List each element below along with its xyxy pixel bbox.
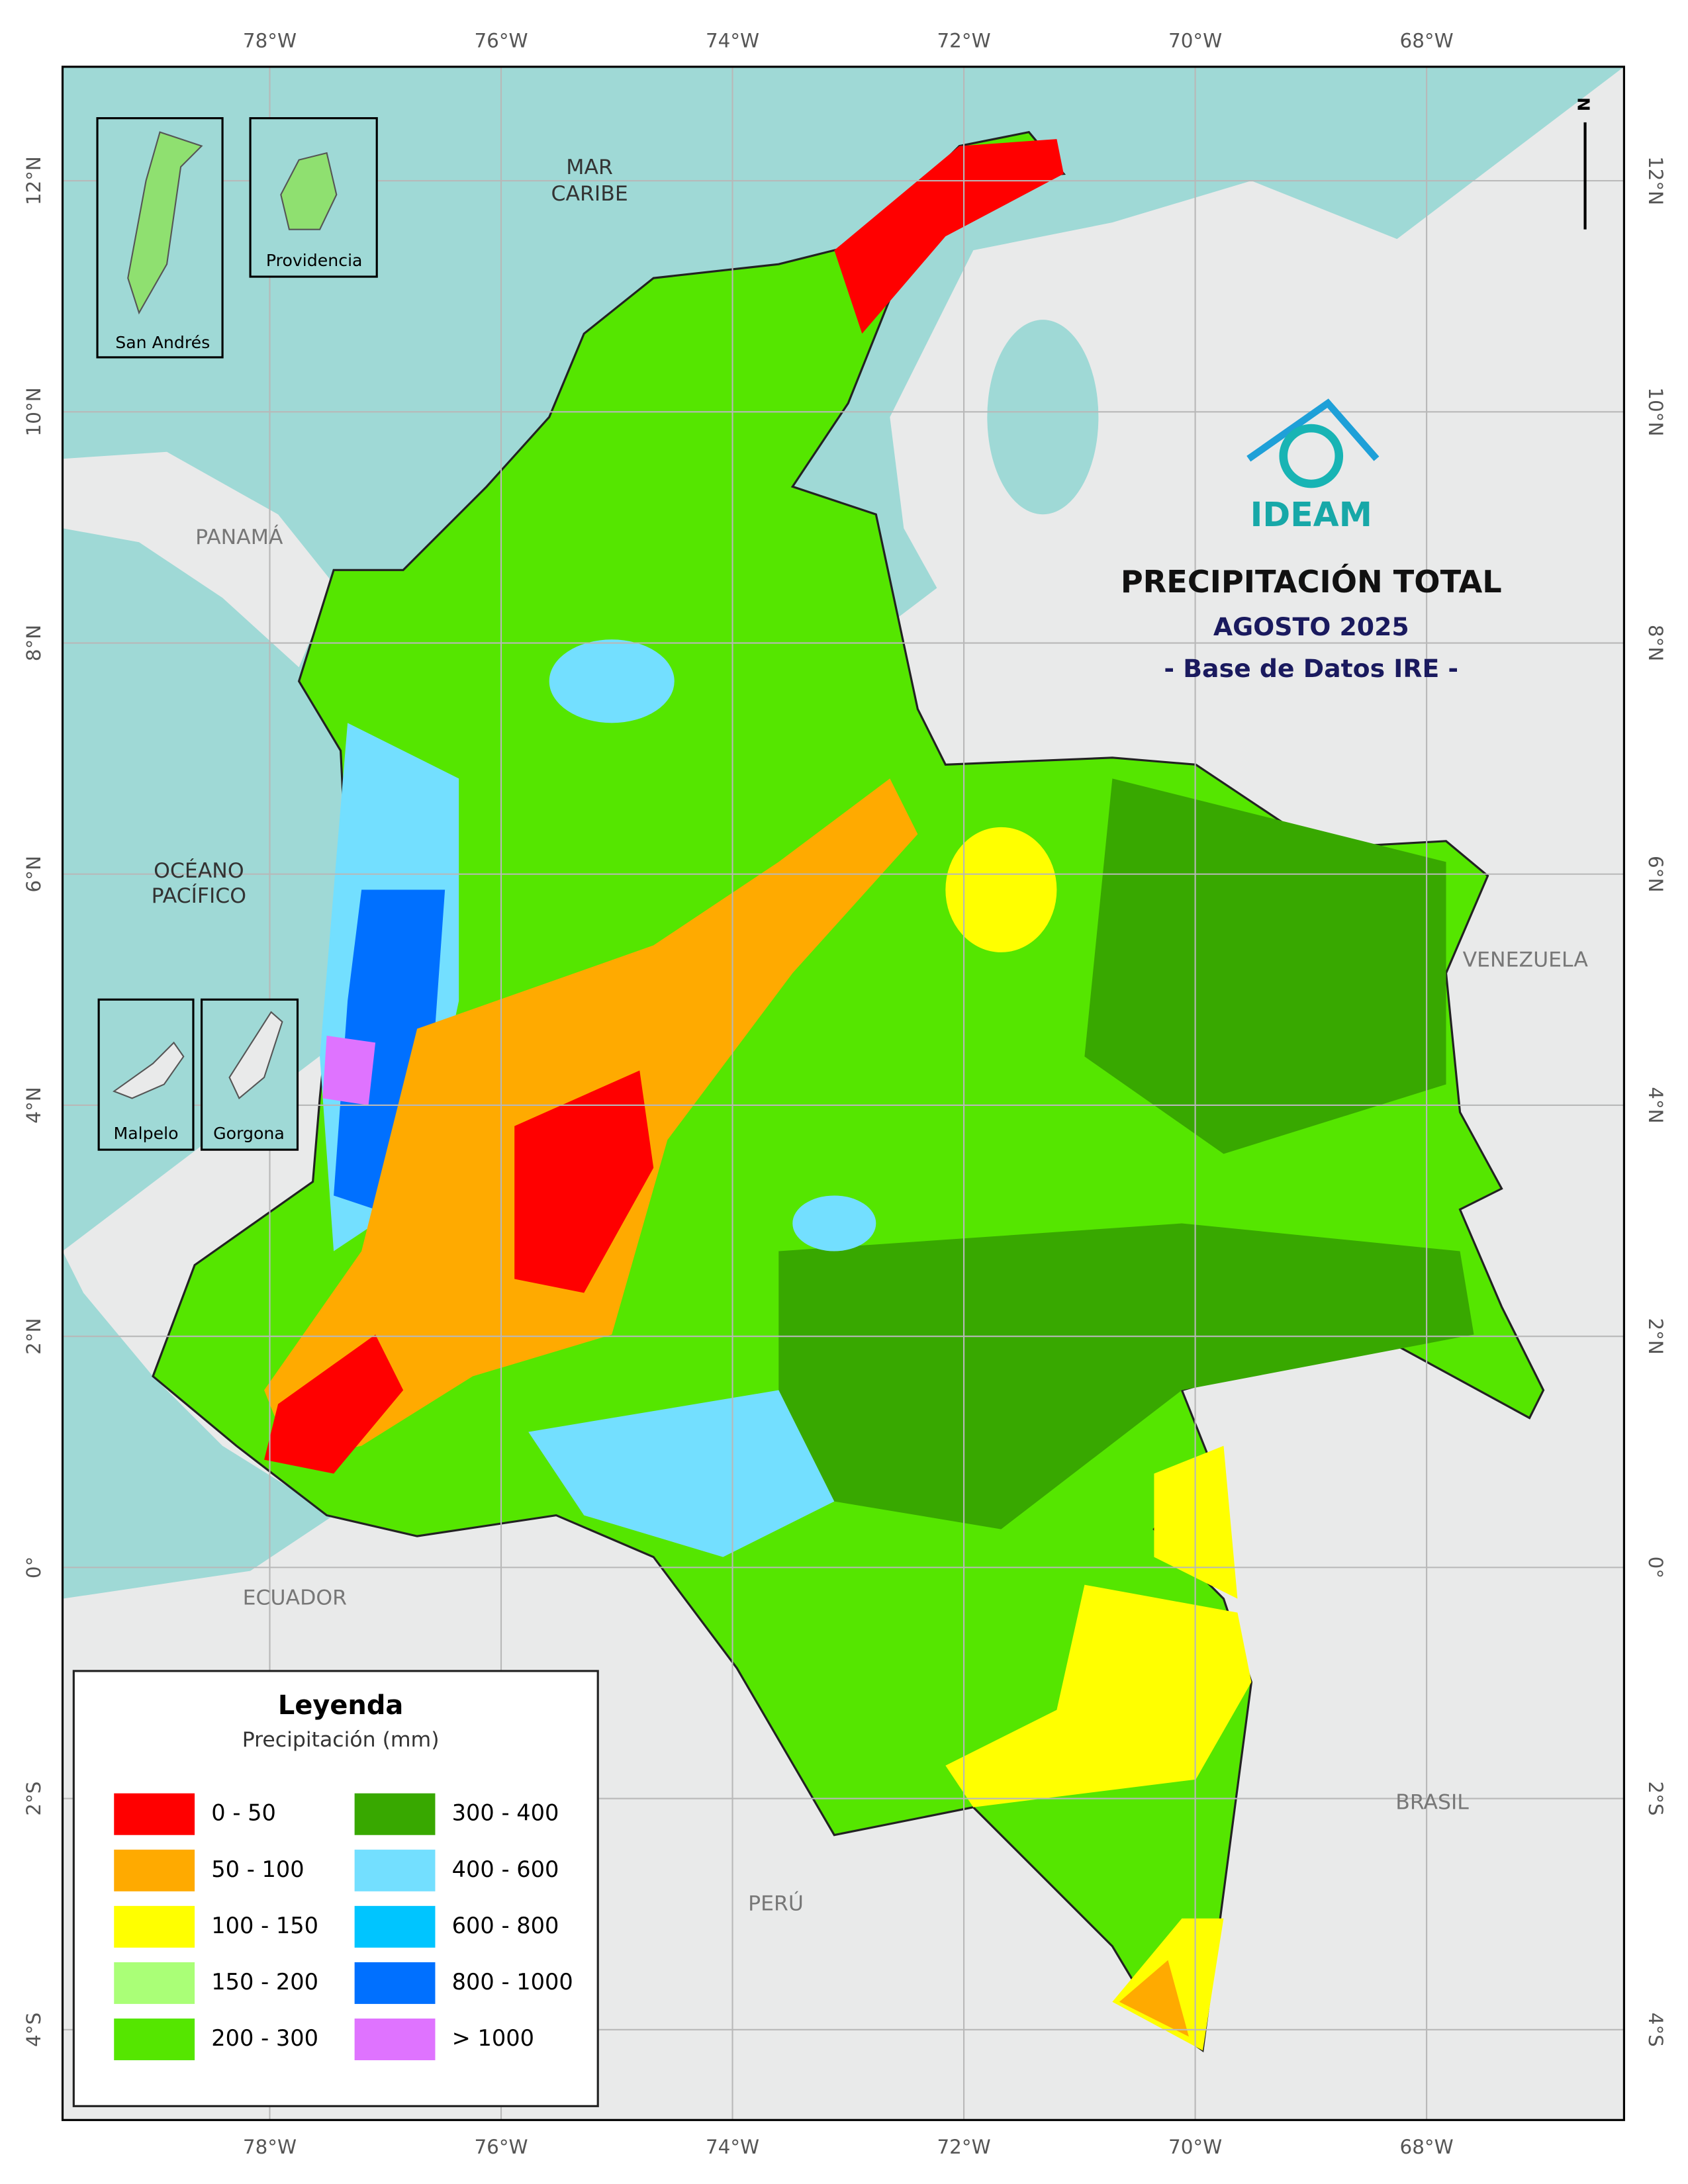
lon-label: 70°W [1168,2136,1222,2158]
legend-swatch [114,1849,195,1891]
title-block: IDEAM PRECIPITACIÓN TOTAL AGOSTO 2025 - … [1121,97,1594,683]
zone-400-600 [528,1390,835,1557]
panama-land [62,451,334,668]
lat-label: 4°S [1644,2013,1667,2047]
lat-label: 8°N [23,625,45,661]
legend-subtitle: Precipitación (mm) [242,1728,440,1752]
lat-label: 12°N [1644,156,1667,205]
logo-text: IDEAM [1250,495,1372,534]
island [228,1011,283,1100]
place-label: ECUADOR [243,1586,347,1610]
legend-label: 0 - 50 [211,1800,276,1826]
lat-label: 2°S [1644,1782,1667,1816]
lat-label: 10°N [23,387,45,436]
legend-label: 50 - 100 [211,1856,304,1882]
place-label: MAR [566,156,613,179]
legend-swatch [354,1905,436,1948]
place-label: PERÚ [748,1890,804,1916]
insets: San Andrés Providencia Malpelo Gorgona [96,117,378,1151]
legend-label: 600 - 800 [452,1913,559,1938]
lat-label: 2°N [23,1318,45,1354]
zone-400-600 [549,639,675,723]
subtitle: AGOSTO 2025 [1213,612,1409,641]
legend-swatch [354,1962,436,2004]
place-label: PACÍFICO [152,883,246,908]
zone-300-400 [1084,778,1446,1154]
legend-label: 200 - 300 [211,2025,318,2051]
legend-swatch [114,1962,195,2004]
lon-label: 74°W [706,2136,759,2158]
island [280,152,338,230]
lon-label: 74°W [706,30,759,52]
place-label: PANAMÁ [195,524,283,549]
legend-swatch [354,1849,436,1891]
logo-roof [1246,398,1380,462]
lon-label: 76°W [474,2136,528,2158]
lat-label: 2°S [23,1782,45,1816]
graticule: 78°W 78°W 76°W 76°W 74°W 74°W 72°W 72°W 70°W 70°W… [23,30,1667,2158]
inset-label: Gorgona [213,1124,285,1143]
zone-800-1000 [334,889,445,1210]
legend-swatch [114,2018,195,2060]
legend-swatch [114,1793,195,1835]
lon-label: 72°W [937,30,990,52]
lat-label: 10°N [1644,387,1667,436]
lat-label: 6°N [23,856,45,892]
zone-over-1000 [322,1035,376,1105]
legend-label: 100 - 150 [211,1913,318,1938]
legend-label: > 1000 [452,2025,534,2051]
source: - Base de Datos IRE - [1164,654,1458,683]
island [113,1041,185,1099]
legend-swatch [354,2018,436,2060]
inset-label: Providencia [266,251,363,270]
zone-0-50 [514,1070,654,1293]
lon-label: 78°W [243,2136,297,2158]
lat-label: 8°N [1644,625,1667,661]
legend: Leyenda Precipitación (mm) 0 - 50 50 - 10… [72,1670,599,2107]
inset-label: San Andrés [115,333,210,352]
places: MAR CARIBE OCÉANO PACÍFICO PANAMÁ VENEZU… [152,156,1589,1916]
lon-label: 76°W [474,30,528,52]
lon-label: 68°W [1400,30,1454,52]
north-arrow: N [1575,97,1594,111]
legend-title: Leyenda [278,1690,403,1721]
lat-label: 0° [1644,1557,1667,1578]
logo-swirl [1279,424,1344,488]
lon-label: 70°W [1168,30,1222,52]
place-label: CARIBE [551,182,628,206]
zone-100-150 [945,1584,1252,1807]
zone-100-150 [945,827,1057,952]
lat-label: 4°S [23,2013,45,2047]
place-label: BRASIL [1395,1790,1469,1814]
legend-label: 150 - 200 [211,1969,318,1995]
legend-label: 800 - 1000 [452,1969,573,1995]
lon-label: 78°W [243,30,297,52]
lat-label: 12°N [23,156,45,205]
place-label: OCÉANO [154,858,244,883]
island [127,131,203,315]
maracaibo-lake [987,320,1099,515]
zone-300-400 [778,1223,1474,1529]
lon-label: 68°W [1400,2136,1454,2158]
lat-label: 4°N [23,1087,45,1123]
legend-swatch [354,1793,436,1835]
lat-label: 6°N [1644,856,1667,892]
lat-label: 2°N [1644,1318,1667,1354]
inset-label: Malpelo [114,1124,179,1143]
place-label: VENEZUELA [1463,948,1589,972]
legend-swatch [114,1905,195,1948]
zone-400-600 [792,1195,876,1251]
map-frame [61,66,1625,2121]
zone-0-50 [834,139,1064,334]
legend-label: 400 - 600 [452,1856,559,1882]
zone-50-100 [1119,1960,1189,2037]
lat-label: 0° [23,1557,45,1578]
lon-label: 72°W [937,2136,990,2158]
zone-0-50 [264,1334,404,1474]
legend-label: 300 - 400 [452,1800,559,1826]
title: PRECIPITACIÓN TOTAL [1121,564,1502,600]
lat-label: 4°N [1644,1087,1667,1123]
